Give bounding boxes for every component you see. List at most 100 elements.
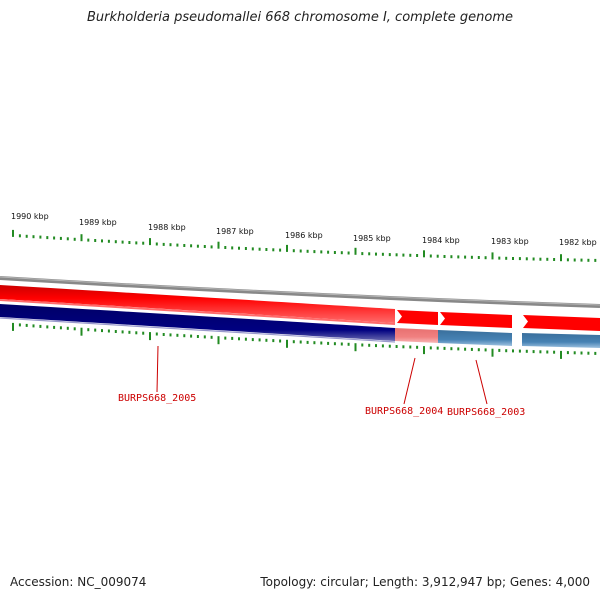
minor-tick (299, 340, 302, 344)
major-tick (286, 339, 288, 348)
minor-tick (190, 334, 193, 338)
minor-tick (238, 246, 240, 250)
major-tick (423, 346, 425, 355)
minor-tick (566, 351, 569, 355)
minor-tick (573, 258, 576, 262)
forward-gene-arrow (397, 310, 438, 325)
minor-tick (258, 338, 261, 342)
gene-leader-line (156, 345, 159, 393)
minor-tick (46, 236, 49, 240)
backbone-highlight (0, 276, 600, 306)
minor-tick (546, 257, 549, 261)
minor-tick (183, 334, 186, 338)
length-value: 3,912,947 bp (421, 575, 502, 589)
genome-summary: Topology: circular; Length: 3,912,947 bp… (260, 575, 590, 589)
minor-tick (306, 340, 309, 344)
minor-tick (532, 257, 535, 261)
minor-tick (429, 254, 432, 258)
ruler-label: 1983 kbp (491, 237, 529, 246)
minor-tick (142, 331, 145, 335)
major-tick (560, 350, 562, 359)
minor-tick (210, 245, 213, 249)
minor-tick (231, 336, 234, 340)
minor-tick (176, 243, 179, 247)
forward-strand-edge (0, 299, 396, 325)
gene-label[interactable]: BURPS668_2004 (365, 406, 443, 417)
major-tick (217, 336, 220, 345)
major-tick (149, 332, 151, 341)
minor-tick (183, 244, 186, 247)
minor-tick (566, 258, 569, 262)
minor-tick (279, 248, 282, 252)
minor-tick (190, 244, 193, 248)
minor-tick (258, 247, 261, 251)
minor-tick (155, 242, 158, 246)
ruler-labels: 1990 kbp 1989 kbp 1988 kbp 1987 kbp 1986… (11, 212, 597, 247)
minor-tick (505, 256, 508, 260)
minor-tick (114, 240, 117, 244)
minor-tick (594, 351, 597, 355)
minor-tick (162, 242, 165, 246)
minor-tick (73, 327, 76, 331)
minor-tick (121, 240, 124, 244)
major-tick (12, 322, 14, 331)
minor-tick (409, 345, 412, 349)
forward-gene-arrow (440, 312, 512, 328)
minor-tick (292, 249, 295, 253)
minor-tick (464, 255, 467, 259)
minor-tick (25, 323, 28, 327)
ruler-label: 1982 kbp (559, 238, 597, 247)
minor-tick (244, 247, 247, 250)
minor-tick (580, 351, 583, 355)
ruler-label: 1990 kbp (11, 212, 49, 221)
minor-tick (87, 328, 90, 332)
reverse-gene-segment (522, 333, 600, 348)
genes-label: Genes: (509, 575, 552, 589)
minor-tick (46, 325, 49, 329)
upper-ruler (12, 229, 597, 262)
accession-label: Accession: (10, 575, 74, 589)
gene-label[interactable]: BURPS668_2003 (447, 407, 525, 418)
minor-tick (553, 258, 556, 261)
major-tick (80, 327, 83, 336)
minor-tick (94, 328, 97, 332)
minor-tick (381, 252, 384, 256)
minor-tick (587, 351, 590, 355)
minor-tick (155, 332, 158, 336)
minor-tick (553, 350, 556, 354)
minor-tick (361, 343, 364, 347)
minor-tick (59, 236, 62, 240)
gene-label[interactable]: BURPS668_2005 (118, 393, 196, 404)
reverse-gene-segment (395, 328, 438, 343)
reverse-strand-edge (0, 317, 396, 343)
major-tick (149, 238, 151, 246)
minor-tick (464, 347, 467, 351)
minor-tick (53, 325, 56, 329)
minor-tick (470, 347, 473, 351)
minor-tick (244, 337, 247, 341)
minor-tick (299, 249, 302, 253)
ruler-label: 1985 kbp (353, 234, 391, 243)
major-tick (560, 254, 562, 262)
lower-ruler (12, 322, 597, 359)
ruler-label: 1989 kbp (79, 218, 117, 227)
minor-tick (320, 341, 323, 345)
minor-tick (416, 254, 419, 257)
major-tick (354, 247, 357, 255)
minor-tick (484, 348, 487, 352)
minor-tick (368, 343, 371, 347)
minor-tick (313, 341, 316, 345)
minor-tick (436, 346, 439, 350)
minor-tick (162, 333, 165, 336)
minor-tick (388, 344, 391, 348)
major-tick (286, 244, 288, 252)
minor-tick (470, 255, 473, 259)
major-tick (80, 234, 83, 242)
minor-tick (231, 246, 234, 250)
minor-tick (128, 241, 131, 244)
reverse-strand-track (0, 304, 395, 341)
minor-tick (169, 243, 172, 247)
minor-tick (313, 250, 316, 254)
minor-tick (388, 253, 391, 257)
